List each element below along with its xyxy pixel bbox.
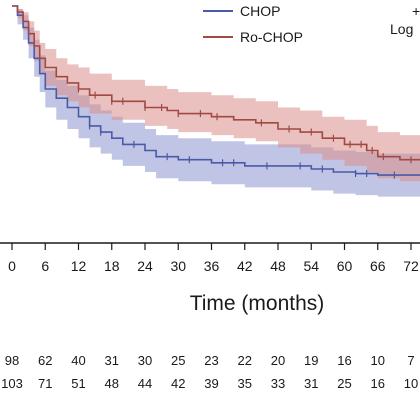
x-tick-label: 36	[204, 258, 220, 274]
risk-count: 44	[138, 376, 152, 391]
risk-row-2: 1037151484442393533312516108	[1, 376, 418, 391]
risk-count: 23	[204, 353, 218, 368]
risk-count: 31	[105, 353, 119, 368]
confidence-bands	[12, 6, 420, 197]
risk-count: 98	[5, 353, 19, 368]
risk-count: 22	[238, 353, 252, 368]
risk-count: 25	[171, 353, 185, 368]
band-ro-chop	[12, 6, 420, 182]
risk-count: 7	[407, 353, 414, 368]
risk-count: 30	[138, 353, 152, 368]
risk-count: 39	[204, 376, 218, 391]
x-tick-label: 18	[104, 258, 120, 274]
legend: CHOP Ro-CHOP + Log	[203, 3, 420, 45]
x-axis: 06121824303642485460667278	[0, 242, 420, 274]
x-tick-label: 42	[237, 258, 253, 274]
risk-row-1: 98624031302523222019161074	[5, 353, 415, 368]
survival-curves	[12, 5, 420, 176]
risk-count: 48	[105, 376, 119, 391]
risk-count: 40	[71, 353, 85, 368]
risk-table: 9862403130252322201916107410371514844423…	[1, 353, 418, 391]
x-tick-labels: 06121824303642485460667278	[8, 258, 419, 274]
legend-label-ro-chop: Ro-CHOP	[240, 29, 303, 45]
risk-count: 16	[337, 353, 351, 368]
risk-count: 10	[404, 376, 418, 391]
x-tick-label: 48	[270, 258, 286, 274]
risk-count: 42	[171, 376, 185, 391]
risk-count: 71	[38, 376, 52, 391]
curve-chop	[12, 5, 420, 176]
x-tick-label: 66	[370, 258, 386, 274]
risk-count: 103	[1, 376, 23, 391]
legend-label-chop: CHOP	[240, 3, 280, 19]
risk-count: 35	[238, 376, 252, 391]
x-tick-label: 30	[170, 258, 186, 274]
x-ticks	[11, 243, 412, 250]
risk-count: 10	[371, 353, 385, 368]
legend-extra-log: Log	[390, 21, 413, 37]
x-tick-label: 72	[403, 258, 419, 274]
x-tick-label: 24	[137, 258, 153, 274]
risk-count: 20	[271, 353, 285, 368]
risk-count: 25	[337, 376, 351, 391]
x-tick-label: 54	[303, 258, 319, 274]
risk-count: 16	[371, 376, 385, 391]
risk-count: 62	[38, 353, 52, 368]
legend-extra-plus: +	[412, 3, 420, 19]
risk-count: 51	[71, 376, 85, 391]
risk-count: 31	[304, 376, 318, 391]
x-tick-label: 6	[41, 258, 49, 274]
x-tick-label: 12	[71, 258, 87, 274]
curve-ro-chop	[12, 5, 420, 161]
x-tick-label: 0	[8, 258, 16, 274]
x-tick-label: 60	[337, 258, 353, 274]
x-axis-title: Time (months)	[190, 292, 325, 315]
risk-count: 19	[304, 353, 318, 368]
risk-count: 33	[271, 376, 285, 391]
censor-marks	[77, 85, 412, 179]
